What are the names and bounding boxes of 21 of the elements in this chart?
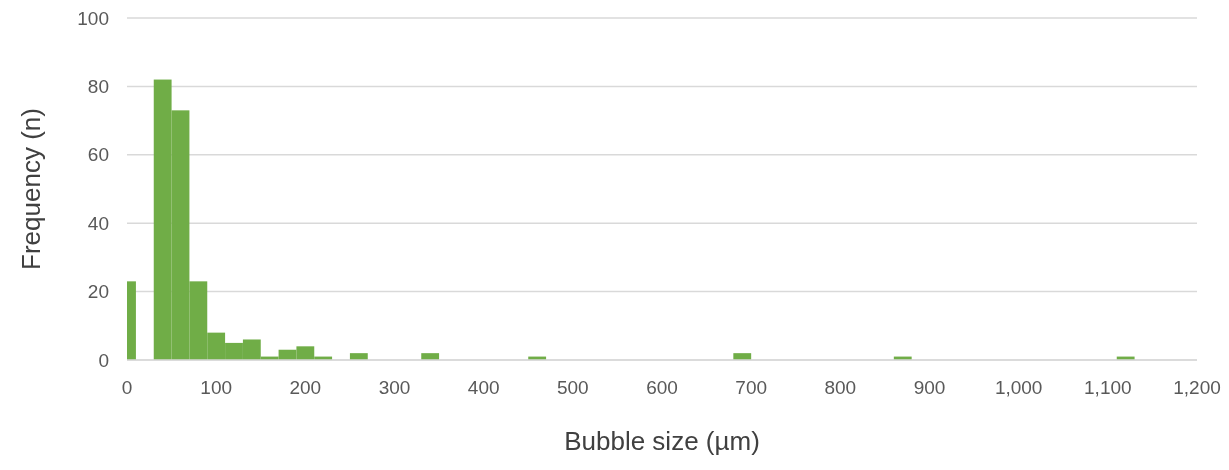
x-tick-label: 1,100 <box>1084 377 1132 398</box>
y-tick-label: 20 <box>87 281 109 303</box>
y-tick-label: 80 <box>87 76 109 98</box>
x-tick-label: 900 <box>913 377 946 398</box>
x-tick-label: 400 <box>467 377 500 398</box>
x-tick-label: 300 <box>378 377 411 398</box>
x-tick-label: 100 <box>200 377 233 398</box>
x-tick-label: 1,000 <box>994 377 1043 398</box>
x-tick-label: 200 <box>289 377 322 398</box>
x-tick-label: 0 <box>121 377 133 398</box>
x-tick-label: 800 <box>824 377 857 398</box>
y-tick-label: 0 <box>98 349 109 371</box>
x-tick-label: 600 <box>646 377 678 398</box>
y-axis-title: Frequency (n) <box>16 108 46 270</box>
y-tick-label: 100 <box>77 7 109 29</box>
x-tick-label: 1,200 <box>1173 377 1221 398</box>
x-axis-title: Bubble size (µm) <box>564 426 760 456</box>
y-tick-label: 40 <box>87 212 109 234</box>
x-tick-label: 500 <box>556 377 589 398</box>
x-tick-label: 700 <box>735 377 768 398</box>
y-tick-label: 60 <box>87 144 109 166</box>
